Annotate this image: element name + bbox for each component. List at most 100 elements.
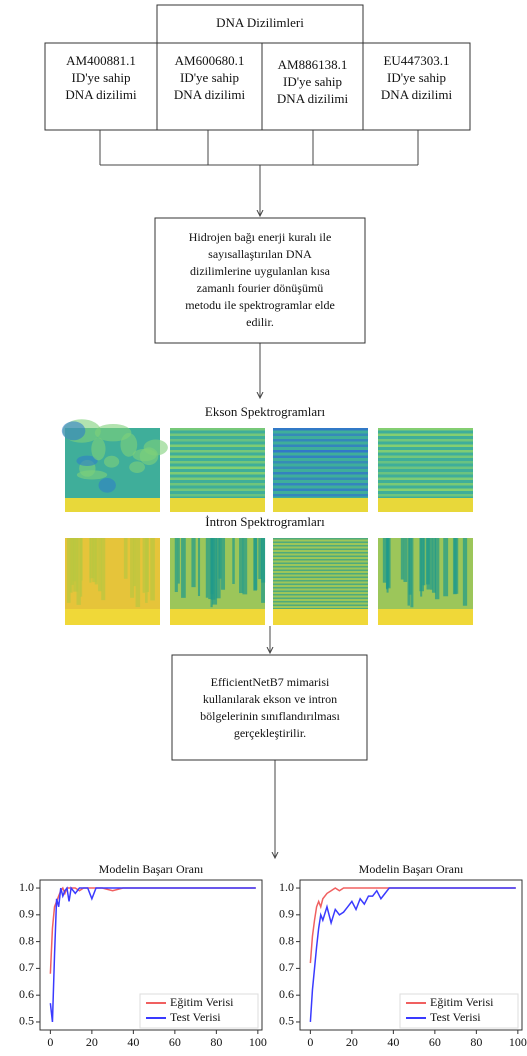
y-tick-label: 0.9	[279, 907, 294, 921]
spectrogram-texture	[130, 538, 134, 598]
spectrogram-texture	[273, 494, 368, 497]
spectrogram-texture	[170, 472, 265, 475]
spectrogram-texture	[273, 478, 368, 481]
spectrogram-texture	[273, 439, 368, 442]
legend-label: Test Verisi	[170, 1010, 221, 1024]
sequence-label: DNA dizilimi	[381, 87, 453, 102]
spectrogram-texture	[170, 428, 265, 431]
y-tick-label: 0.5	[279, 1014, 294, 1028]
spectrogram-texture	[273, 489, 368, 492]
spectrogram-texture	[273, 467, 368, 470]
spectrogram-texture	[239, 538, 243, 593]
step-line: sayısallaştırılan DNA	[208, 247, 312, 261]
spectrogram-texture	[143, 538, 145, 593]
spectrogram-texture	[273, 587, 368, 589]
spectrogram-texture	[273, 542, 368, 544]
x-tick-label: 0	[307, 1035, 313, 1049]
step-line: metodu ile spektrogramlar elde	[185, 298, 335, 312]
spectrogram-texture	[170, 456, 265, 459]
spectrogram-texture	[273, 498, 368, 512]
spectrogram-texture	[273, 559, 368, 561]
x-tick-label: 40	[387, 1035, 399, 1049]
spectrogram-texture	[145, 538, 148, 603]
x-tick-label: 100	[249, 1035, 267, 1049]
y-tick-label: 1.0	[279, 880, 294, 894]
spectrogram-texture	[170, 494, 265, 497]
spectrogram-texture	[206, 538, 209, 598]
chart-title: Modelin Başarı Oranı	[99, 862, 204, 876]
sequence-label: ID'ye sahip	[180, 70, 239, 85]
spectrogram-texture	[378, 428, 473, 431]
spectrogram-texture	[170, 461, 265, 464]
legend-label: Eğitim Verisi	[170, 995, 234, 1009]
sequence-label: AM886138.1	[278, 57, 348, 72]
spectrogram-texture	[273, 563, 368, 565]
spectrogram-texture	[170, 445, 265, 448]
spectrogram-texture	[383, 538, 386, 583]
spectrogram-texture	[124, 538, 128, 579]
spectrogram-texture	[198, 538, 200, 596]
sequence-label: DNA dizilimi	[65, 87, 137, 102]
spectrogram-texture	[258, 538, 262, 579]
spectrogram-texture	[378, 456, 473, 459]
x-tick-label: 20	[86, 1035, 98, 1049]
spectrogram-texture	[273, 549, 368, 551]
sequence-label: ID'ye sahip	[387, 70, 446, 85]
spectrogram-texture	[170, 478, 265, 481]
y-tick-label: 0.9	[19, 907, 34, 921]
spectrogram-texture	[273, 584, 368, 586]
exon-title: Ekson Spektrogramları	[205, 404, 326, 419]
spectrogram-texture	[273, 552, 368, 554]
spectrogram-texture	[89, 538, 91, 583]
sequence-label: ID'ye sahip	[283, 74, 342, 89]
sequence-label: DNA dizilimi	[174, 87, 246, 102]
y-tick-label: 0.6	[279, 987, 294, 1001]
spectrogram-texture	[387, 538, 389, 587]
spectrogram-texture	[378, 434, 473, 437]
sequence-label: EU447303.1	[383, 53, 449, 68]
spectrogram-texture	[378, 498, 473, 512]
connector	[100, 130, 418, 165]
spectrogram-texture	[273, 556, 368, 558]
spectrogram-texture	[378, 609, 473, 625]
step-line: Hidrojen bağı enerji kuralı ile	[189, 230, 332, 244]
spectrogram-texture	[80, 538, 82, 597]
series-line	[310, 888, 515, 963]
spectrogram-texture	[273, 461, 368, 464]
sequence-boxes: AM400881.1ID'ye sahipDNA dizilimiAM60068…	[45, 43, 470, 130]
spectrogram-texture	[99, 478, 116, 493]
intron-title: İntron Spektrogramları	[205, 514, 325, 529]
spectrogram-texture	[422, 538, 425, 585]
x-tick-label: 100	[509, 1035, 527, 1049]
spectrogram-texture	[170, 439, 265, 442]
x-tick-label: 40	[127, 1035, 139, 1049]
title: DNA Dizilimleri	[216, 15, 304, 30]
y-tick-label: 0.6	[19, 987, 34, 1001]
spectrogram-texture	[273, 609, 368, 625]
spectrogram-texture	[273, 434, 368, 437]
step-line: EfficientNetB7 mimarisi	[211, 675, 330, 689]
step-line: kullanılarak ekson ve intron	[203, 692, 337, 706]
spectrogram-texture	[378, 445, 473, 448]
spectrogram-texture	[150, 538, 155, 600]
spectrogram-texture	[133, 449, 157, 461]
model-box	[172, 655, 367, 760]
sequence-label: ID'ye sahip	[71, 70, 130, 85]
spectrogram-texture	[273, 598, 368, 600]
spectrogram-texture	[170, 483, 265, 486]
step-line: edilir.	[246, 315, 274, 329]
sequence-label: AM600680.1	[175, 53, 245, 68]
spectrogram-texture	[378, 478, 473, 481]
spectrogram-texture	[410, 538, 413, 607]
spectrogram-texture	[273, 428, 368, 431]
step-line: bölgelerinin sınıflandırılması	[200, 709, 340, 723]
spectrogram-texture	[403, 538, 407, 582]
spectrogram-texture	[170, 467, 265, 470]
spectrogram-texture	[273, 570, 368, 572]
spectrogram-texture	[98, 538, 102, 591]
spectrogram-texture	[92, 538, 96, 582]
series-line	[50, 888, 255, 974]
spectrogram-texture	[170, 498, 265, 512]
spectrogram-texture	[170, 450, 265, 453]
spectrogram-texture	[170, 489, 265, 492]
